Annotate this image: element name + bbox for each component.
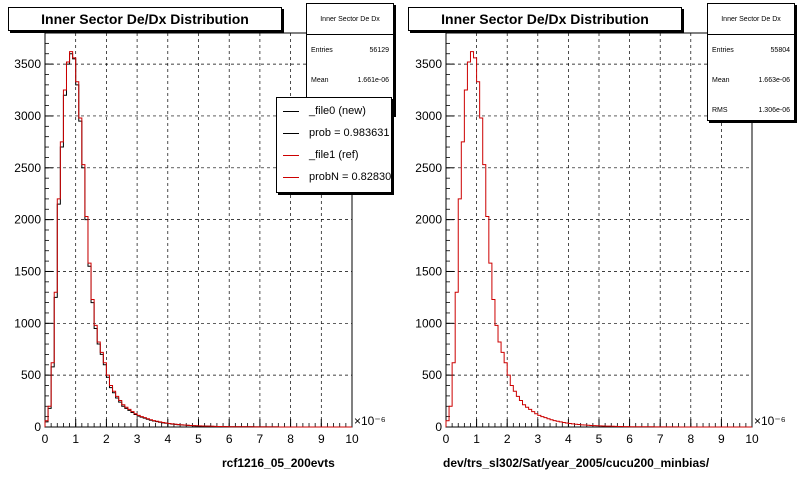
chart-title: Inner Sector De/Dx Distribution (408, 7, 682, 31)
legend-swatch (283, 155, 299, 156)
y-tick-label: 500 (21, 368, 41, 382)
legend-swatch (283, 133, 299, 134)
x-tick-label: 7 (257, 432, 264, 446)
x-tick-label: 1 (473, 432, 480, 446)
stats-label: Entries (311, 46, 333, 54)
histogram-series (445, 51, 752, 428)
x-tick-label: 5 (596, 432, 603, 446)
x-axis-label: dev/trs_sl302/Sat/year_2005/cucu200_minb… (443, 456, 710, 470)
x-tick-label: 1 (72, 432, 79, 446)
x-tick-label: 4 (164, 432, 171, 446)
legend-entry: _file1 (ref) (277, 146, 391, 168)
legend-label: _file0 (new) (309, 105, 366, 117)
x-exponent-label: ×10⁻⁶ (754, 414, 786, 428)
x-exponent-label: ×10⁻⁶ (354, 414, 386, 428)
stats-value: 1.306e-06 (758, 106, 790, 114)
stats-box: Inner Sector De Dx Entries 55804 Mean 1.663e… (707, 3, 795, 121)
stats-label: Mean (712, 76, 730, 84)
chart-title: Inner Sector De/Dx Distribution (8, 7, 282, 31)
x-tick-label: 7 (657, 432, 664, 446)
x-axis-label: rcf1216_05_200evts (222, 456, 335, 470)
legend-entry: prob = 0.983631 (277, 124, 391, 146)
y-tick-label: 1500 (14, 264, 41, 278)
x-tick-label: 9 (318, 432, 325, 446)
y-tick-label: 2500 (415, 161, 442, 175)
stats-title: Inner Sector De Dx (708, 4, 794, 35)
x-tick-label: 8 (687, 432, 694, 446)
y-tick-label: 3500 (14, 57, 41, 71)
y-tick-label: 1500 (415, 264, 442, 278)
legend-entry: _file0 (new) (277, 102, 391, 124)
x-tick-label: 8 (287, 432, 294, 446)
stats-row: Mean 1.663e-06 (708, 65, 794, 95)
x-tick-label: 0 (42, 432, 49, 446)
y-tick-label: 2000 (415, 213, 442, 227)
stats-value: 56129 (369, 46, 389, 54)
y-tick-label: 3000 (415, 109, 442, 123)
y-tick-label: 0 (34, 420, 41, 434)
stats-row: RMS 1.306e-06 (708, 95, 794, 125)
legend-swatch (283, 177, 299, 178)
x-tick-label: 3 (134, 432, 141, 446)
stats-row: Mean 1.661e-06 (307, 65, 393, 95)
y-tick-label: 3000 (14, 109, 41, 123)
stats-row: Entries 55804 (708, 35, 794, 65)
chart-title-text: Inner Sector De/Dx Distribution (41, 11, 249, 27)
x-tick-label: 5 (195, 432, 202, 446)
x-tick-label: 10 (345, 432, 359, 446)
x-tick-label: 2 (103, 432, 110, 446)
histogram-series (44, 51, 352, 428)
y-tick-label: 0 (435, 420, 442, 434)
y-tick-label: 2000 (14, 213, 41, 227)
x-tick-label: 0 (443, 432, 450, 446)
stats-box: Inner Sector De Dx Entries 56129 Mean 1.661e… (306, 3, 394, 115)
legend-label: probN = 0.82830 (309, 171, 392, 183)
y-tick-label: 500 (422, 368, 442, 382)
legend-swatch (283, 111, 299, 112)
legend: _file0 (new) prob = 0.983631 _file1 (ref) p… (276, 97, 392, 193)
x-tick-label: 6 (226, 432, 233, 446)
x-tick-label: 6 (626, 432, 633, 446)
x-tick-label: 3 (534, 432, 541, 446)
legend-label: prob = 0.983631 (309, 127, 390, 139)
stats-label: Entries (712, 46, 734, 54)
x-tick-label: 10 (745, 432, 759, 446)
stats-value: 55804 (770, 46, 790, 54)
x-tick-label: 9 (718, 432, 725, 446)
stats-label: Mean (311, 76, 329, 84)
stats-value: 1.661e-06 (357, 76, 389, 84)
legend-entry: probN = 0.82830 (277, 168, 391, 190)
stats-title: Inner Sector De Dx (307, 4, 393, 35)
legend-label: _file1 (ref) (309, 149, 359, 161)
stats-row: Entries 56129 (307, 35, 393, 65)
x-tick-label: 2 (504, 432, 511, 446)
stats-label: RMS (712, 106, 728, 114)
y-tick-label: 1000 (14, 316, 41, 330)
y-tick-label: 2500 (14, 161, 41, 175)
y-tick-label: 3500 (415, 57, 442, 71)
x-tick-label: 4 (565, 432, 572, 446)
chart-title-text: Inner Sector De/Dx Distribution (441, 11, 649, 27)
stats-value: 1.663e-06 (758, 76, 790, 84)
y-tick-label: 1000 (415, 316, 442, 330)
